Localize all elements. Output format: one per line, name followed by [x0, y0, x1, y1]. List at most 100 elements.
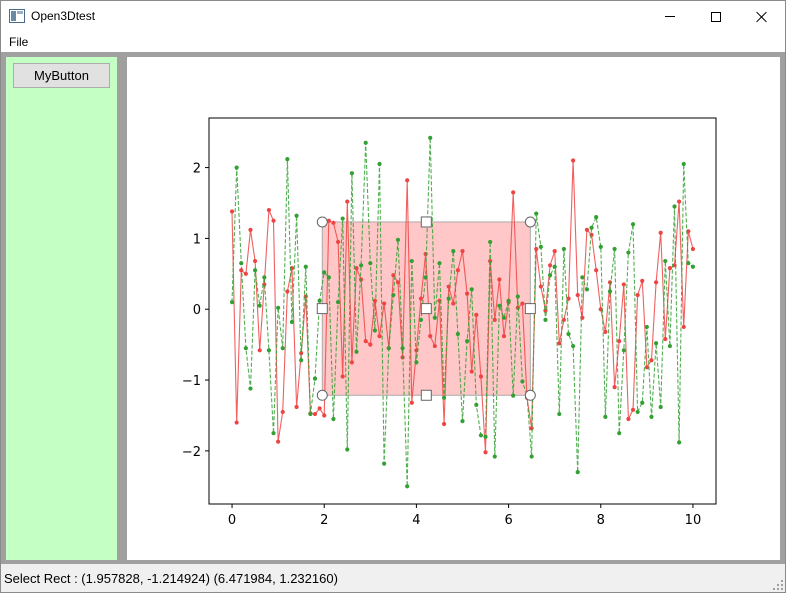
selection-edge-handle[interactable]: [420, 303, 432, 315]
series-0-point: [349, 360, 354, 365]
series-0-point: [395, 280, 401, 285]
series-0-point: [649, 358, 654, 363]
status-bar: Select Rect : (1.957828, -1.214924) (6.4…: [1, 564, 785, 592]
series-1-point: [589, 225, 594, 230]
series-1-point: [492, 454, 497, 459]
series-0-point: [538, 284, 543, 289]
series-0-point: [584, 227, 590, 233]
menu-file[interactable]: File: [9, 35, 29, 49]
series-0-point: [552, 249, 557, 254]
left-panel: MyButton: [6, 57, 117, 560]
series-1-point: [266, 348, 272, 353]
selection-edge-handle[interactable]: [316, 303, 328, 315]
series-0-point: [345, 199, 350, 204]
close-button[interactable]: [739, 1, 785, 32]
series-1-point: [478, 433, 484, 438]
series-1-point: [621, 348, 626, 353]
x-tick-label: 8: [597, 513, 605, 528]
series-0-point: [483, 450, 488, 455]
series-1-point: [677, 440, 682, 445]
series-0-point: [644, 365, 649, 370]
series-0-point: [322, 413, 327, 418]
series-1-point: [580, 275, 585, 280]
series-1-point: [377, 161, 382, 167]
series-0-point: [571, 158, 576, 163]
selection-edge-handle[interactable]: [524, 303, 536, 315]
series-0-point: [368, 342, 373, 347]
series-1-point: [552, 264, 557, 269]
series-1-point: [252, 268, 258, 273]
series-1-point: [368, 261, 373, 266]
series-1-point: [626, 250, 631, 255]
series-0-point: [266, 207, 272, 213]
minimize-button[interactable]: [647, 1, 693, 32]
series-1-point: [469, 287, 474, 292]
series-1-point: [635, 409, 640, 415]
series-1-point: [557, 411, 562, 417]
series-1-point: [441, 395, 447, 400]
series-1-point: [243, 346, 248, 351]
series-1-point: [571, 343, 576, 349]
series-0-point: [243, 271, 248, 276]
series-0-point: [294, 404, 299, 410]
series-1-point: [335, 300, 341, 305]
maximize-button[interactable]: [693, 1, 739, 32]
series-1-point: [359, 263, 364, 268]
series-1-point: [511, 393, 516, 398]
selection-corner-handle[interactable]: [524, 216, 536, 228]
series-1-point: [349, 171, 354, 176]
series-0-point: [501, 334, 507, 339]
series-0-point: [317, 406, 322, 411]
y-tick-label: 0: [193, 303, 201, 318]
series-0-point: [612, 385, 617, 390]
series-0-point: [409, 400, 414, 405]
series-0-point: [557, 341, 562, 346]
series-0-point: [248, 227, 253, 233]
selection-corner-handle[interactable]: [316, 216, 328, 228]
series-1-point: [538, 244, 543, 250]
series-1-point: [386, 346, 391, 351]
series-1-point: [432, 315, 437, 320]
series-1-point: [603, 414, 608, 419]
series-0-point: [432, 343, 437, 349]
series-1-point: [345, 447, 350, 452]
selection-corner-handle[interactable]: [524, 389, 536, 401]
series-1-point: [312, 376, 318, 381]
series-0-point: [497, 277, 502, 282]
series-0-point: [575, 292, 580, 298]
series-0-point: [663, 336, 668, 342]
series-0-point: [257, 348, 262, 353]
series-1-point: [248, 386, 253, 391]
selection-edge-handle[interactable]: [420, 216, 432, 228]
series-1-point: [363, 140, 368, 145]
selection-corner-handle[interactable]: [316, 389, 328, 401]
my-button[interactable]: MyButton: [13, 63, 110, 88]
series-1-point: [437, 261, 442, 266]
series-1-point: [446, 296, 451, 301]
resize-grip-icon[interactable]: [773, 580, 783, 590]
selection-edge-handle[interactable]: [420, 389, 432, 401]
series-0-point: [667, 266, 673, 271]
series-0-point: [428, 334, 433, 339]
series-0-point: [423, 251, 428, 257]
series-0-point: [229, 209, 235, 214]
series-0-point: [271, 218, 276, 223]
plot-panel[interactable]: 0 2 4 6 8 10 2 1 0 −1 −2: [127, 57, 780, 560]
series-0-point: [621, 282, 626, 287]
series-1-point: [584, 287, 590, 292]
maximize-icon: [711, 11, 721, 22]
series-1-point: [382, 461, 387, 466]
series-1-point: [649, 414, 654, 419]
series-0-point: [363, 339, 368, 344]
series-0-point: [451, 301, 456, 306]
series-1-point: [497, 303, 502, 308]
series-1-point: [303, 264, 308, 269]
series-1-point: [640, 400, 645, 405]
y-tick-label: 1: [193, 232, 201, 247]
series-0-point: [630, 407, 636, 412]
series-0-point: [520, 301, 525, 306]
series-0-point: [372, 298, 378, 303]
series-1-point: [644, 324, 649, 330]
title-bar[interactable]: Open3Dtest: [1, 1, 785, 32]
